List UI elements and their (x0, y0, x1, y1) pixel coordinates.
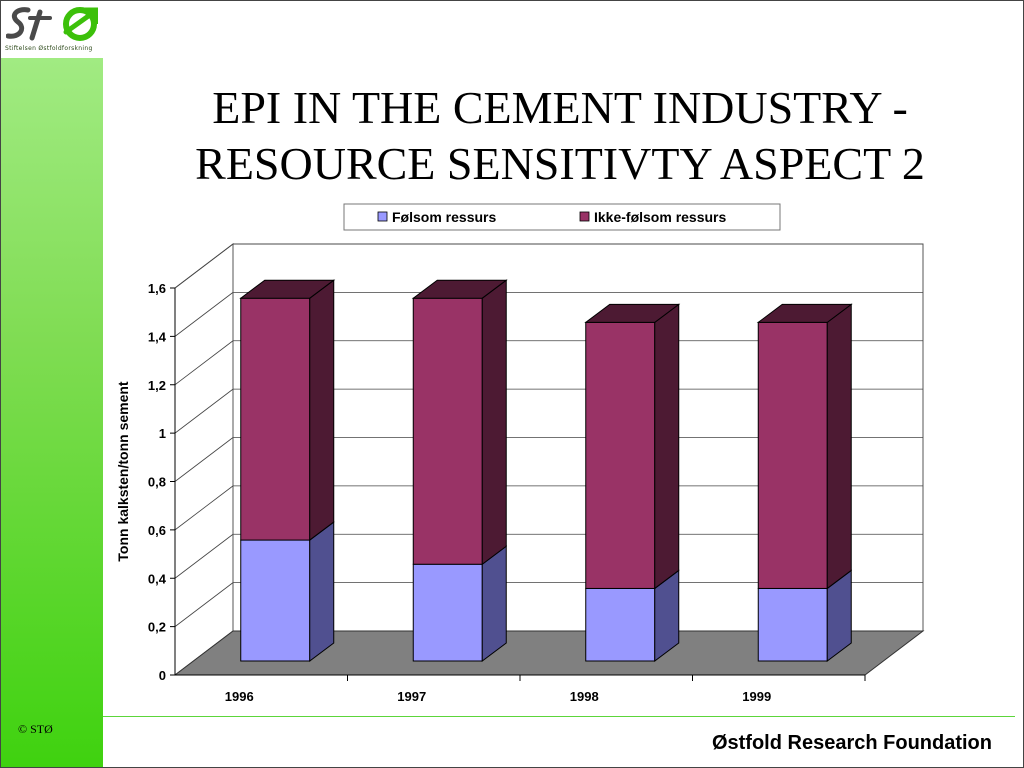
y-tick-label: 0 (159, 668, 166, 683)
y-tick-label: 0,4 (148, 571, 167, 586)
bar-1997-top (411, 279, 508, 299)
logo: Stiftelsen Østfoldforskning (0, 0, 103, 58)
gridline-side (174, 533, 234, 579)
gridline-side (174, 243, 234, 289)
bar-1996-series2-side (309, 279, 335, 542)
bar-1996-top (239, 279, 336, 299)
bar-1996-series2-front (240, 297, 311, 541)
bar-1997-series1-front (412, 563, 483, 662)
sidebar-band: Stiftelsen Østfoldforskning © STØ (0, 0, 103, 768)
x-tick-label: 1996 (225, 689, 254, 704)
y-tick-label: 1,6 (148, 281, 166, 296)
legend-label-1: Følsom ressurs (392, 209, 496, 225)
bar-1998-series2-side (654, 303, 680, 590)
gridline-side (174, 388, 234, 434)
gridline-side (174, 340, 234, 386)
bar-1998-series1-front (585, 587, 656, 662)
bar-1997-series2-side (481, 279, 507, 566)
y-tick-label: 0,6 (148, 523, 166, 538)
bar-1999-series2-front (757, 321, 828, 589)
bar-1996-series1-side (309, 521, 335, 662)
legend-swatch-2 (579, 211, 590, 222)
y-tick-label: 1,4 (148, 329, 167, 344)
y-tick-label: 0,8 (148, 475, 166, 490)
gridline-side (174, 582, 234, 627)
copyright-label: © STØ (18, 722, 53, 736)
x-tick-label: 1998 (570, 689, 599, 704)
legend-box (343, 203, 781, 231)
gridline-side (174, 485, 234, 531)
gridline-side (174, 292, 234, 337)
y-tick-label: 1,2 (148, 378, 166, 393)
title-line-1: EPI IN THE CEMENT INDUSTRY - (212, 82, 908, 133)
bar-1998-top (584, 303, 681, 323)
bar-1997-series1-side (481, 545, 507, 662)
bar-1997-series2-front (412, 297, 483, 565)
y-tick-label: 1 (159, 426, 166, 441)
bar-1998-series2-front (585, 321, 656, 589)
title-line-2: RESOURCE SENSITIVTY ASPECT 2 (195, 138, 925, 189)
bar-1999-top (756, 303, 853, 323)
legend-swatch-1 (377, 211, 388, 222)
y-axis-label: Tonn kalksten/tonn sement (115, 381, 131, 562)
y-tick-label: 0,2 (148, 620, 166, 635)
bar-1999-series2-side (826, 303, 852, 590)
sto-logo-icon (6, 7, 98, 41)
x-tick-label: 1997 (397, 689, 426, 704)
footer-divider (103, 716, 1015, 717)
footer-organization: Østfold Research Foundation (711, 732, 992, 754)
logo-tagline: Stiftelsen Østfoldforskning (5, 45, 93, 52)
page-title: EPI IN THE CEMENT INDUSTRY - RESOURCE SE… (130, 80, 990, 192)
x-tick-label: 1999 (742, 689, 771, 704)
stacked-bar-chart: 0 0,2 0,4 0,6 0,8 1 1,2 1,4 1,6 1996 1997 1998 1999 T… (115, 203, 925, 704)
bar-1999-series1-front (757, 587, 828, 662)
gridline-side (174, 437, 234, 482)
legend-label-2: Ikke-følsom ressurs (594, 209, 726, 225)
bar-1996-series1-front (240, 539, 311, 662)
